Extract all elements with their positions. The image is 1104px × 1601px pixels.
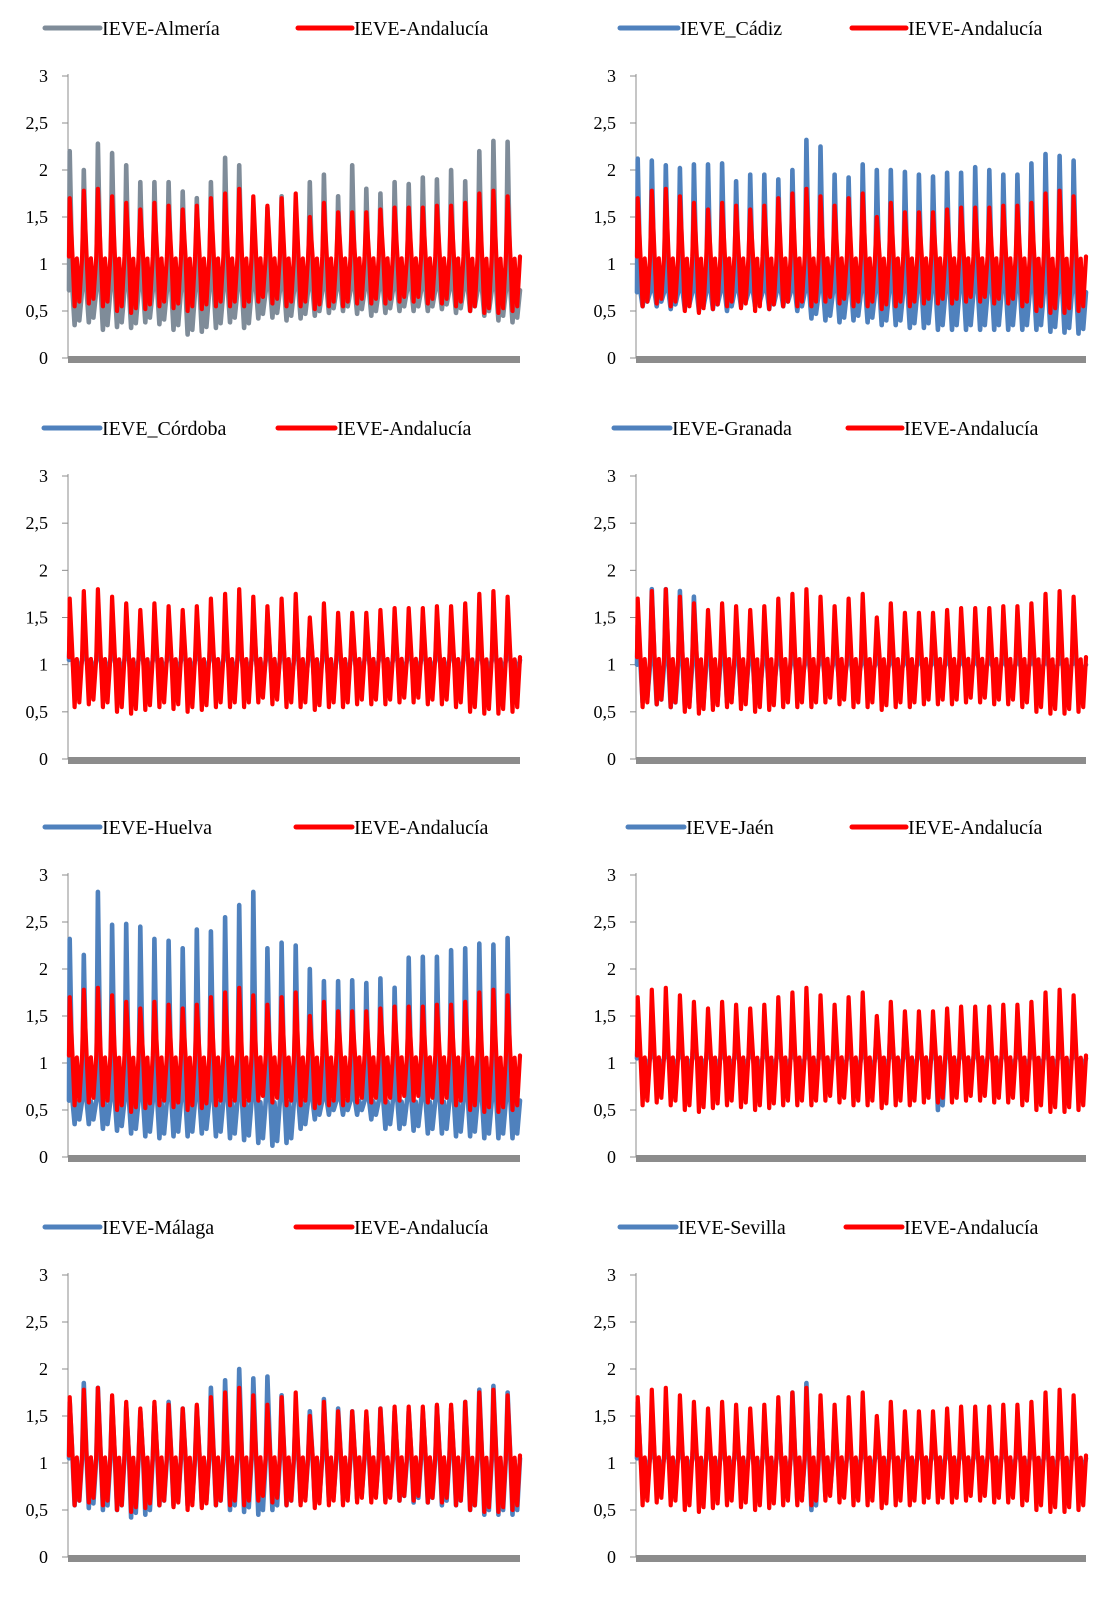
y-tick-label: 3	[607, 466, 616, 486]
x-axis-bar	[68, 757, 520, 764]
y-tick-label: 0	[607, 1147, 616, 1167]
y-tick-label: 3	[607, 865, 616, 885]
legend-label-province: IEVE-Jaén	[686, 817, 774, 839]
legend-label-andalucia: IEVE-Andalucía	[904, 1217, 1039, 1239]
series-line-andalucia	[634, 985, 1089, 1114]
legend-label-province: IEVE-Huelva	[102, 817, 212, 839]
y-tick-label: 3	[39, 66, 48, 86]
y-tick-label: 0	[39, 1547, 48, 1567]
legend-label-andalucia: IEVE-Andalucía	[908, 817, 1043, 839]
y-tick-label: 1	[607, 655, 616, 675]
y-tick-label: 1	[607, 1453, 616, 1473]
series-line-andalucia	[66, 1385, 523, 1514]
y-tick-label: 3	[39, 1265, 48, 1285]
y-tick-label: 0	[607, 749, 616, 769]
y-tick-label: 1	[607, 1053, 616, 1073]
legend-label-province: IEVE-Málaga	[102, 1217, 214, 1239]
y-tick-label: 1,5	[594, 207, 617, 227]
legend-label-province: IEVE-Sevilla	[678, 1217, 786, 1239]
y-tick-label: 1,5	[594, 1006, 617, 1026]
y-tick-label: 1	[39, 1053, 48, 1073]
series-line-andalucia	[634, 587, 1089, 716]
y-tick-label: 3	[607, 66, 616, 86]
y-tick-label: 1	[39, 655, 48, 675]
legend-label-andalucia: IEVE-Andalucía	[908, 18, 1043, 40]
legend-label-province: IEVE-Granada	[672, 418, 792, 440]
y-tick-label: 0,5	[594, 1100, 617, 1120]
series-line-andalucia	[634, 1385, 1089, 1514]
y-tick-label: 0,5	[26, 702, 49, 722]
y-tick-label: 0,5	[26, 301, 49, 321]
y-tick-label: 2	[39, 1359, 48, 1379]
y-tick-label: 0,5	[594, 1500, 617, 1520]
y-tick-label: 2,5	[594, 912, 617, 932]
y-tick-label: 2,5	[26, 113, 49, 133]
y-tick-label: 0	[39, 749, 48, 769]
y-tick-label: 3	[607, 1265, 616, 1285]
y-tick-label: 1,5	[26, 1406, 49, 1426]
y-tick-label: 2	[607, 1359, 616, 1379]
legend-label-andalucia: IEVE-Andalucía	[354, 817, 489, 839]
chart-panel-7: 0 0,5 1 1,5 2 2,5 3 IEVE-Málaga IEVE-Andalucía	[26, 1217, 523, 1567]
y-tick-label: 2	[607, 959, 616, 979]
y-tick-label: 0,5	[594, 301, 617, 321]
y-tick-label: 1,5	[26, 608, 49, 628]
y-tick-label: 0	[39, 348, 48, 368]
legend-label-province: IEVE_Cádiz	[680, 18, 782, 40]
y-tick-label: 1,5	[26, 207, 49, 227]
y-tick-label: 0,5	[26, 1100, 49, 1120]
legend-label-province: IEVE_Córdoba	[102, 418, 227, 440]
legend-label-andalucia: IEVE-Andalucía	[354, 18, 489, 40]
y-tick-label: 2,5	[26, 513, 49, 533]
series-line-andalucia	[634, 186, 1089, 315]
x-axis-bar	[68, 1555, 520, 1562]
y-tick-label: 2,5	[594, 1312, 617, 1332]
chart-panel-2: 0 0,5 1 1,5 2 2,5 3 IEVE_Cádiz IEVE-Andalucía	[594, 18, 1089, 368]
x-axis-bar	[68, 1155, 520, 1162]
y-tick-label: 2,5	[594, 513, 617, 533]
y-tick-label: 1	[39, 1453, 48, 1473]
y-tick-label: 2,5	[26, 1312, 49, 1332]
chart-panel-4: 0 0,5 1 1,5 2 2,5 3 IEVE-Granada IEVE-Andalucía	[594, 418, 1089, 769]
y-tick-label: 3	[39, 865, 48, 885]
y-tick-label: 3	[39, 466, 48, 486]
legend-label-province: IEVE-Almería	[102, 18, 220, 40]
y-tick-label: 1	[607, 254, 616, 274]
chart-panel-1: 0 0,5 1 1,5 2 2,5 3 IEVE-Almería IEVE-Andalucía	[26, 18, 523, 368]
legend-label-andalucia: IEVE-Andalucía	[904, 418, 1039, 440]
series-line-andalucia	[66, 985, 523, 1114]
legend-label-andalucia: IEVE-Andalucía	[337, 418, 472, 440]
x-axis-bar	[636, 356, 1086, 363]
y-tick-label: 0,5	[26, 1500, 49, 1520]
y-tick-label: 1,5	[594, 1406, 617, 1426]
y-tick-label: 0,5	[594, 702, 617, 722]
series-line-andalucia	[66, 587, 523, 716]
y-tick-label: 2	[39, 160, 48, 180]
chart-panel-8: 0 0,5 1 1,5 2 2,5 3 IEVE-Sevilla IEVE-Andalucía	[594, 1217, 1089, 1567]
y-tick-label: 2	[607, 560, 616, 580]
y-tick-label: 2	[39, 560, 48, 580]
y-tick-label: 2	[607, 160, 616, 180]
y-tick-label: 1	[39, 254, 48, 274]
chart-panel-6: 0 0,5 1 1,5 2 2,5 3 IEVE-Jaén IEVE-Andalucía	[594, 817, 1089, 1167]
y-tick-label: 1,5	[26, 1006, 49, 1026]
x-axis-bar	[636, 1555, 1086, 1562]
y-tick-label: 0	[39, 1147, 48, 1167]
x-axis-bar	[68, 356, 520, 363]
y-tick-label: 0	[607, 348, 616, 368]
y-tick-label: 2	[39, 959, 48, 979]
series-line-andalucia	[66, 186, 523, 315]
y-tick-label: 1,5	[594, 608, 617, 628]
y-tick-label: 2,5	[26, 912, 49, 932]
x-axis-bar	[636, 1155, 1086, 1162]
y-tick-label: 0	[607, 1547, 616, 1567]
x-axis-bar	[636, 757, 1086, 764]
y-tick-label: 2,5	[594, 113, 617, 133]
legend-label-andalucia: IEVE-Andalucía	[354, 1217, 489, 1239]
chart-panel-3: 0 0,5 1 1,5 2 2,5 3 IEVE_Córdoba IEVE-Andalucía	[26, 418, 523, 769]
chart-panel-5: 0 0,5 1 1,5 2 2,5 3 IEVE-Huelva IEVE-Andalucía	[26, 817, 523, 1167]
